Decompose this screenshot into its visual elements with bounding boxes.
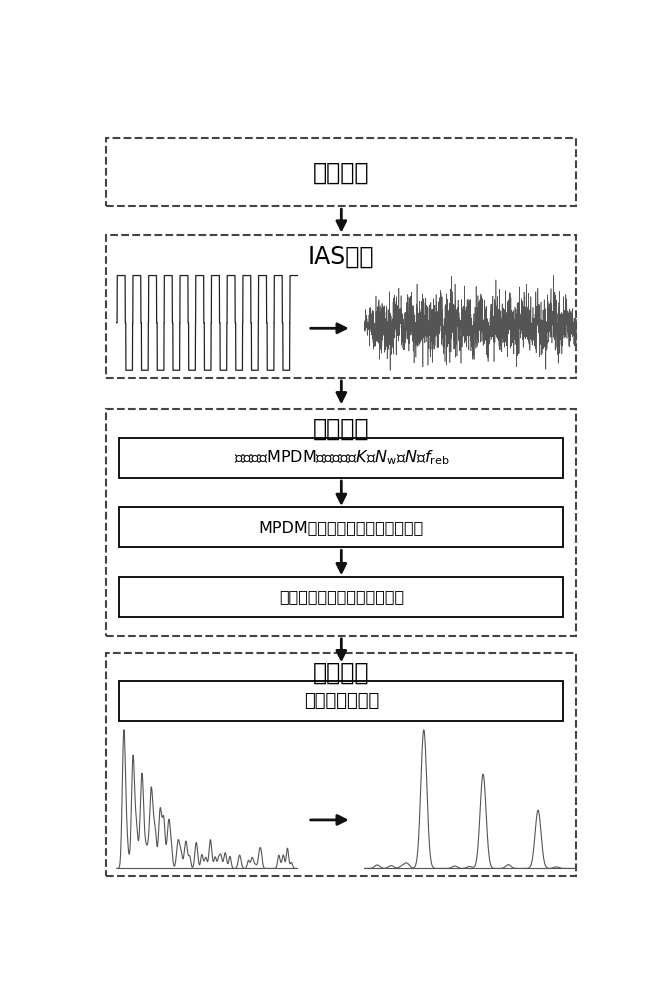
Text: 包络阶次谱分析: 包络阶次谱分析 bbox=[304, 692, 379, 710]
FancyBboxPatch shape bbox=[119, 577, 563, 617]
Text: IAS估计: IAS估计 bbox=[308, 245, 374, 269]
FancyBboxPatch shape bbox=[119, 507, 563, 547]
Text: 特征提取: 特征提取 bbox=[313, 661, 370, 685]
Text: 数据采集: 数据采集 bbox=[313, 160, 370, 184]
FancyBboxPatch shape bbox=[119, 681, 563, 721]
FancyBboxPatch shape bbox=[119, 438, 563, 478]
Text: 谱相关分析提取轴承故障分量: 谱相关分析提取轴承故障分量 bbox=[279, 589, 404, 604]
Text: MPDM算法增强轴承故障特征分量: MPDM算法增强轴承故障特征分量 bbox=[258, 520, 424, 535]
Text: 特征增强: 特征增强 bbox=[313, 417, 370, 441]
Text: 设置参数MPDM算法参数：$K$，$N_\mathrm{w}$，$N$，$f_\mathrm{reb}$: 设置参数MPDM算法参数：$K$，$N_\mathrm{w}$，$N$，$f_\… bbox=[234, 449, 449, 467]
